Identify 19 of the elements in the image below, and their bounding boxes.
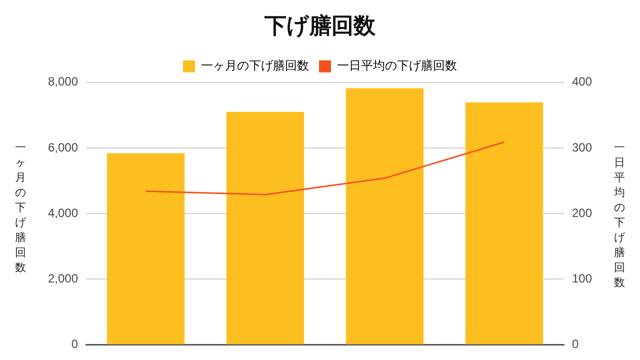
text: 一ヶ月の下げ膳回数 — [15, 141, 26, 274]
y2-tick-label: 100 — [572, 272, 592, 286]
y2-tick-label: 300 — [572, 140, 592, 154]
y2-tick-label: 0 — [572, 337, 579, 352]
y-tick-label: 0 — [71, 337, 78, 352]
y2-tick-label: 200 — [572, 206, 592, 220]
text: 一日平均の下げ膳回数 — [614, 141, 625, 289]
chart-title: 下げ膳回数 — [264, 12, 376, 39]
bar — [226, 112, 304, 344]
bar — [465, 102, 544, 344]
y2-tick-label: 400 — [572, 74, 592, 89]
y-tick-label: 8,000 — [48, 74, 78, 89]
bar — [106, 153, 185, 344]
legend-label: 一日平均の下げ膳回数 — [337, 58, 457, 73]
y-tick-label: 4,000 — [48, 206, 78, 220]
legend-label: 一ヶ月の下げ膳回数 — [201, 58, 309, 73]
y-tick-label: 2,000 — [48, 272, 78, 286]
y-tick-label: 6,000 — [48, 140, 78, 154]
bar — [346, 88, 424, 344]
